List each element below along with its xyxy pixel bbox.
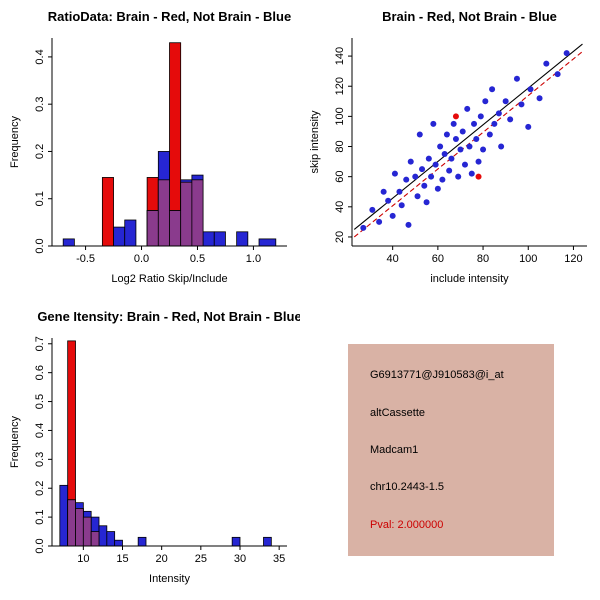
svg-text:0.2: 0.2 — [34, 144, 46, 159]
gene-intensity-histogram-svg: Gene Itensity: Brain - Red, Not Brain - … — [9, 309, 300, 585]
splice-type-text: altCassette — [370, 406, 426, 419]
probe-id-text: G6913771@J910583@i_at — [370, 369, 504, 382]
svg-text:40: 40 — [387, 253, 399, 265]
svg-text:0.2: 0.2 — [34, 481, 46, 496]
intensity-scatter-svg: Brain - Red, Not Brain - Blue 40 60 80 100 12… — [309, 9, 587, 285]
svg-text:120: 120 — [334, 77, 346, 95]
pval-text: Pval: 2.000000 — [370, 518, 444, 531]
intensity-scatter-panel: Brain - Red, Not Brain - Blue 40 60 80 100 12… — [300, 0, 600, 300]
svg-text:100: 100 — [334, 107, 346, 125]
svg-text:60: 60 — [334, 171, 346, 183]
svg-text:Frequency: Frequency — [9, 416, 21, 468]
svg-text:80: 80 — [334, 140, 346, 152]
svg-text:120: 120 — [564, 253, 582, 265]
svg-text:20: 20 — [156, 553, 168, 565]
svg-text:RatioData: Brain - Red, Not Br: RatioData: Brain - Red, Not Brain - Blue — [48, 9, 291, 24]
svg-text:0.4: 0.4 — [34, 49, 46, 64]
svg-text:0.0: 0.0 — [34, 238, 46, 253]
gene-name-text: Madcam1 — [370, 443, 419, 456]
svg-text:0.1: 0.1 — [34, 509, 46, 524]
svg-text:1.0: 1.0 — [246, 253, 261, 265]
svg-text:Intensity: Intensity — [149, 573, 190, 585]
gene-info-panel: G6913771@J910583@i_at altCassette Madcam… — [300, 300, 600, 600]
svg-text:0.1: 0.1 — [34, 191, 46, 206]
svg-text:include intensity: include intensity — [430, 273, 509, 285]
svg-text:60: 60 — [432, 253, 444, 265]
svg-text:skip intensity: skip intensity — [309, 110, 321, 173]
svg-text:Brain - Red, Not Brain - Blue: Brain - Red, Not Brain - Blue — [382, 9, 557, 24]
ratio-histogram-svg: RatioData: Brain - Red, Not Brain - Blue… — [9, 9, 291, 285]
svg-text:35: 35 — [273, 553, 285, 565]
svg-text:0.3: 0.3 — [34, 452, 46, 467]
svg-text:20: 20 — [334, 231, 346, 243]
svg-text:0.7: 0.7 — [34, 336, 46, 351]
svg-text:0.6: 0.6 — [34, 365, 46, 380]
svg-text:25: 25 — [195, 553, 207, 565]
gene-info-box: G6913771@J910583@i_at altCassette Madcam… — [348, 344, 554, 556]
svg-text:0.0: 0.0 — [34, 538, 46, 553]
svg-text:Frequency: Frequency — [9, 116, 21, 168]
svg-text:0.5: 0.5 — [34, 394, 46, 409]
svg-text:0.0: 0.0 — [134, 253, 149, 265]
svg-text:Gene Itensity: Brain - Red, No: Gene Itensity: Brain - Red, Not Brain - … — [37, 309, 300, 324]
ratio-histogram-panel: RatioData: Brain - Red, Not Brain - Blue… — [0, 0, 300, 300]
svg-text:40: 40 — [334, 201, 346, 213]
svg-text:100: 100 — [519, 253, 537, 265]
svg-text:10: 10 — [77, 553, 89, 565]
svg-text:15: 15 — [116, 553, 128, 565]
svg-text:Log2 Ratio Skip/Include: Log2 Ratio Skip/Include — [111, 273, 227, 285]
svg-text:0.4: 0.4 — [34, 423, 46, 438]
svg-text:140: 140 — [334, 47, 346, 65]
gene-intensity-histogram-panel: Gene Itensity: Brain - Red, Not Brain - … — [0, 300, 300, 600]
svg-text:30: 30 — [234, 553, 246, 565]
chromosome-location-text: chr10.2443-1.5 — [370, 481, 444, 494]
svg-text:80: 80 — [477, 253, 489, 265]
svg-text:0.5: 0.5 — [190, 253, 205, 265]
svg-text:0.3: 0.3 — [34, 97, 46, 112]
svg-text:-0.5: -0.5 — [76, 253, 95, 265]
